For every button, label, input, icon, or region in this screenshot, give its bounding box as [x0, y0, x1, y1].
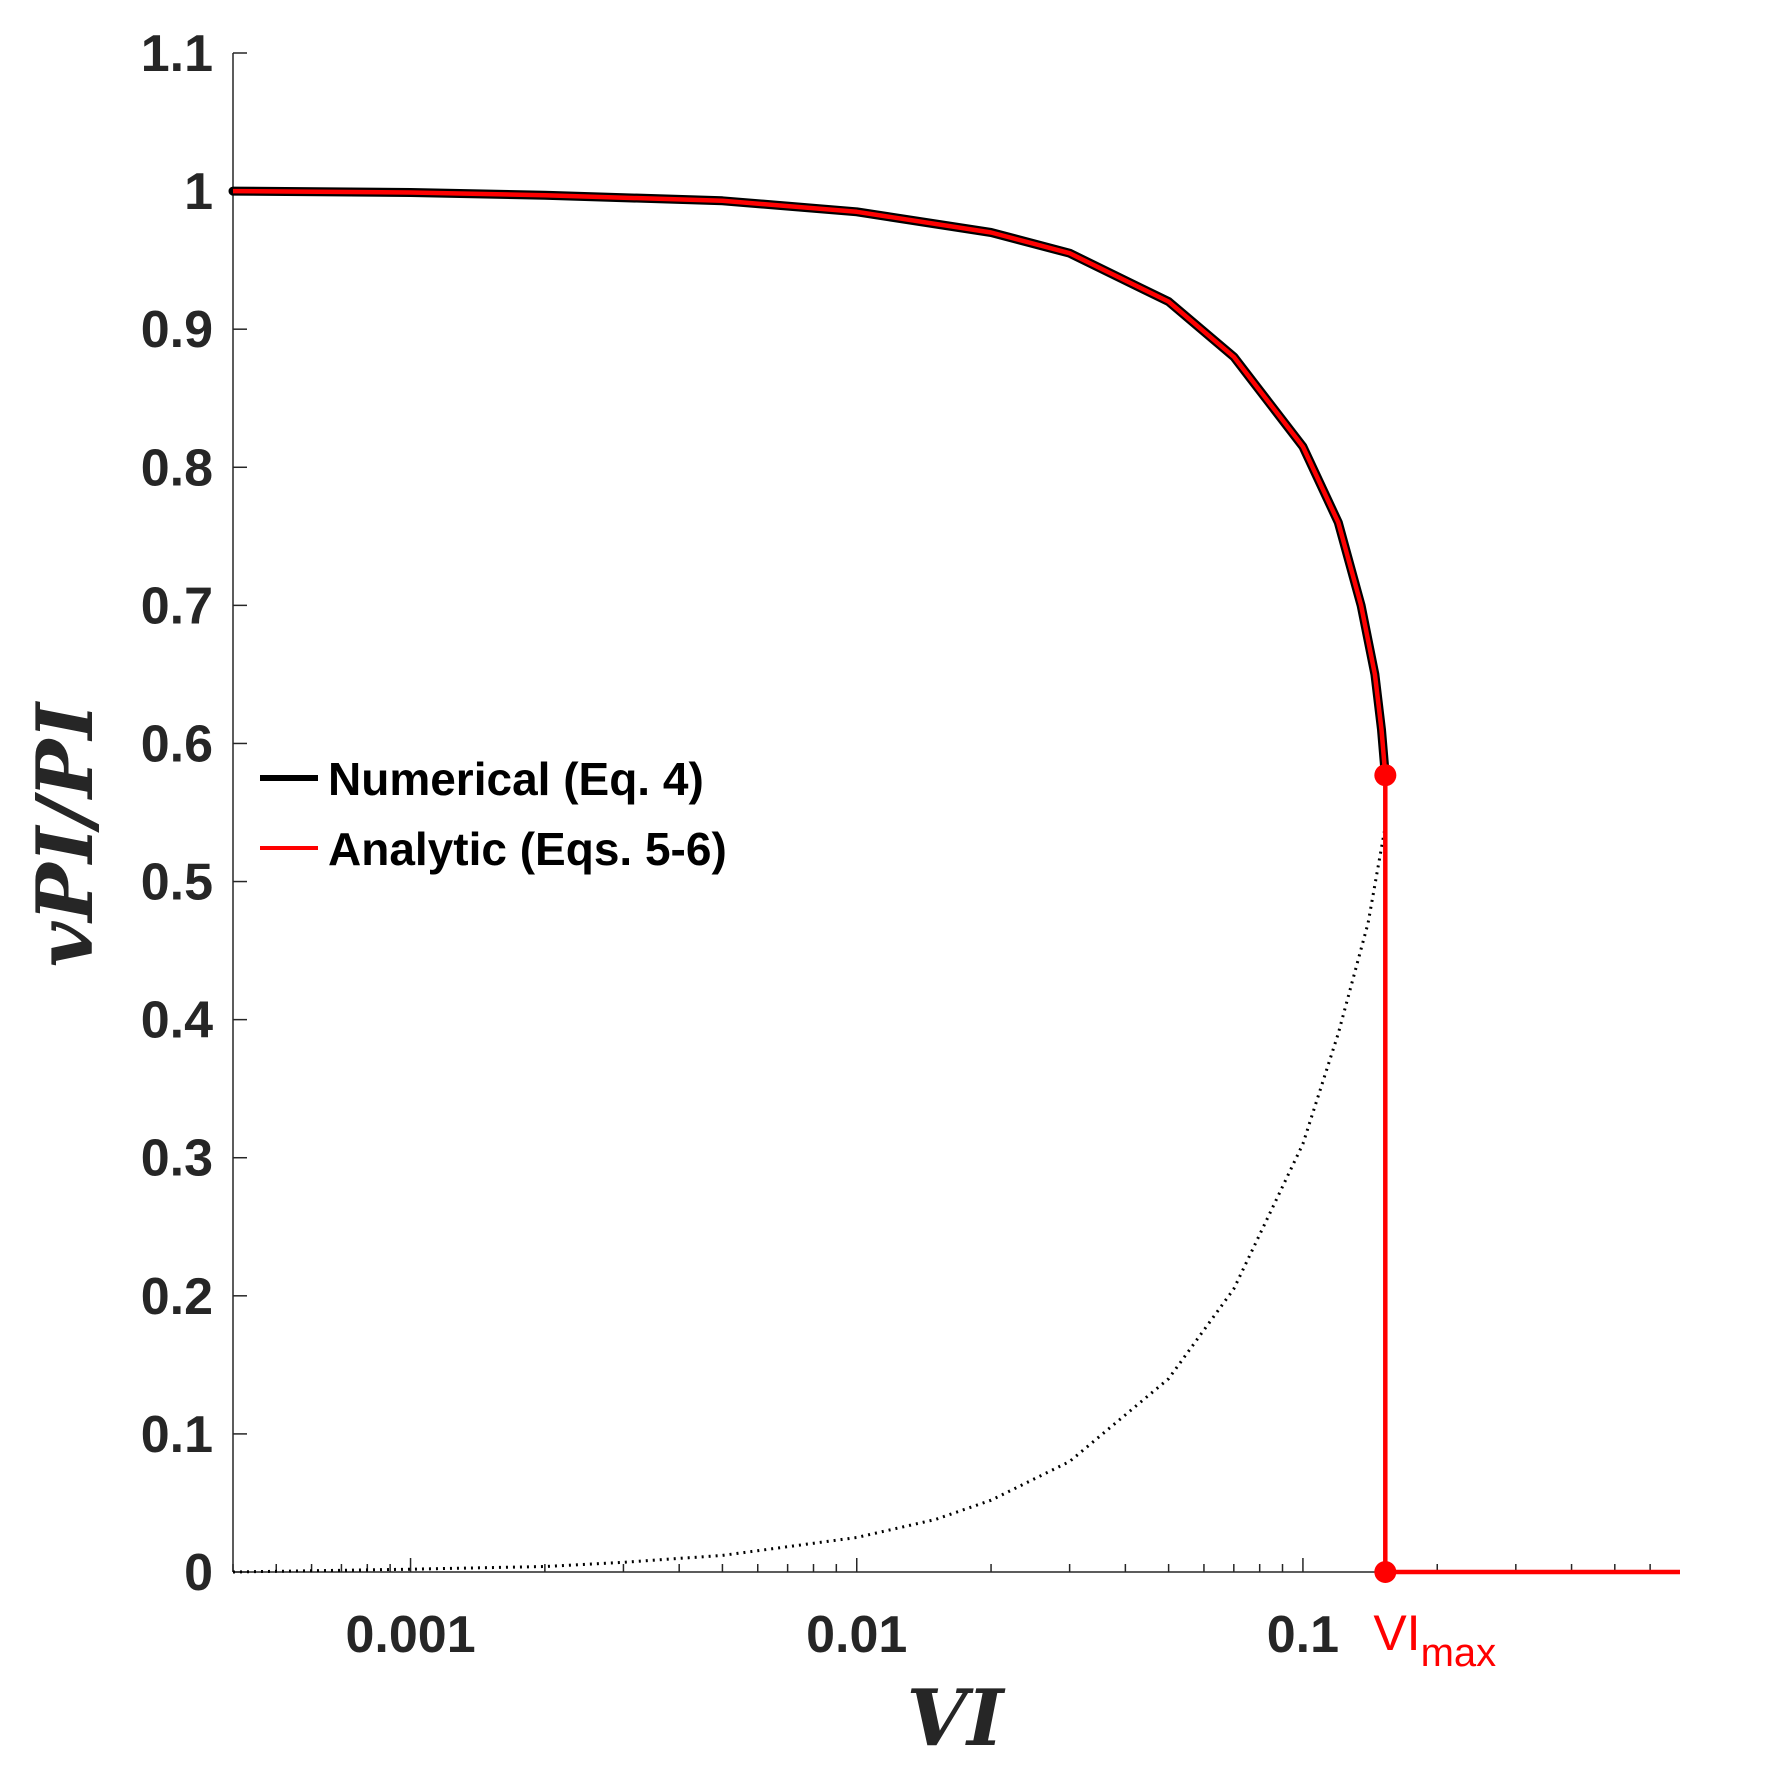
x-tick-label: 0.1 — [1267, 1606, 1339, 1664]
y-tick-label: 0.6 — [141, 715, 213, 773]
y-tick-label: 0.3 — [141, 1130, 213, 1188]
plot-lines — [228, 186, 1680, 1575]
x-tick-label: 0.01 — [806, 1606, 907, 1664]
vi-max-annotation: VImax — [1373, 1605, 1496, 1675]
dotted-curve — [232, 826, 1387, 1574]
y-tick-label: 0.2 — [141, 1268, 213, 1326]
x-tick-labels: 0.001 0.01 0.1 — [345, 1606, 1339, 1664]
y-tick-label: 0.7 — [141, 577, 213, 635]
y-tick-label: 0.1 — [141, 1406, 213, 1464]
axes — [232, 52, 1680, 1573]
vi-max-marker — [1374, 1561, 1397, 1583]
numerical-line — [228, 186, 1390, 780]
x-tick-label: 0.001 — [345, 1606, 475, 1664]
y-tick-label: 0.5 — [141, 854, 213, 912]
markers — [1374, 764, 1397, 1583]
y-tick-label: 0 — [184, 1544, 213, 1602]
y-tick-label: 0.8 — [141, 439, 213, 497]
legend: Numerical (Eq. 4) Analytic (Eqs. 5-6) — [260, 753, 727, 875]
legend-label-analytic: Analytic (Eqs. 5-6) — [328, 823, 727, 875]
vi-max-annotation-subscript: max — [1421, 1631, 1497, 1675]
x-axis-title: VI — [906, 1673, 1006, 1764]
y-tick-labels: 0 0.1 0.2 0.3 0.4 0.5 0.6 0.7 0.8 0.9 1 1.1 — [141, 25, 213, 1602]
y-tick-label: 0.4 — [141, 992, 213, 1050]
y-tick-label: 1.1 — [141, 25, 213, 83]
y-axis-title: vPI/PI — [20, 700, 111, 967]
y-tick-label: 0.9 — [141, 301, 213, 359]
vi-max-annotation-text: VI — [1373, 1605, 1420, 1661]
legend-label-numerical: Numerical (Eq. 4) — [328, 753, 704, 805]
analytic-line — [232, 188, 1680, 1575]
vi-max-marker — [1374, 764, 1397, 787]
y-tick-label: 1 — [184, 163, 213, 221]
